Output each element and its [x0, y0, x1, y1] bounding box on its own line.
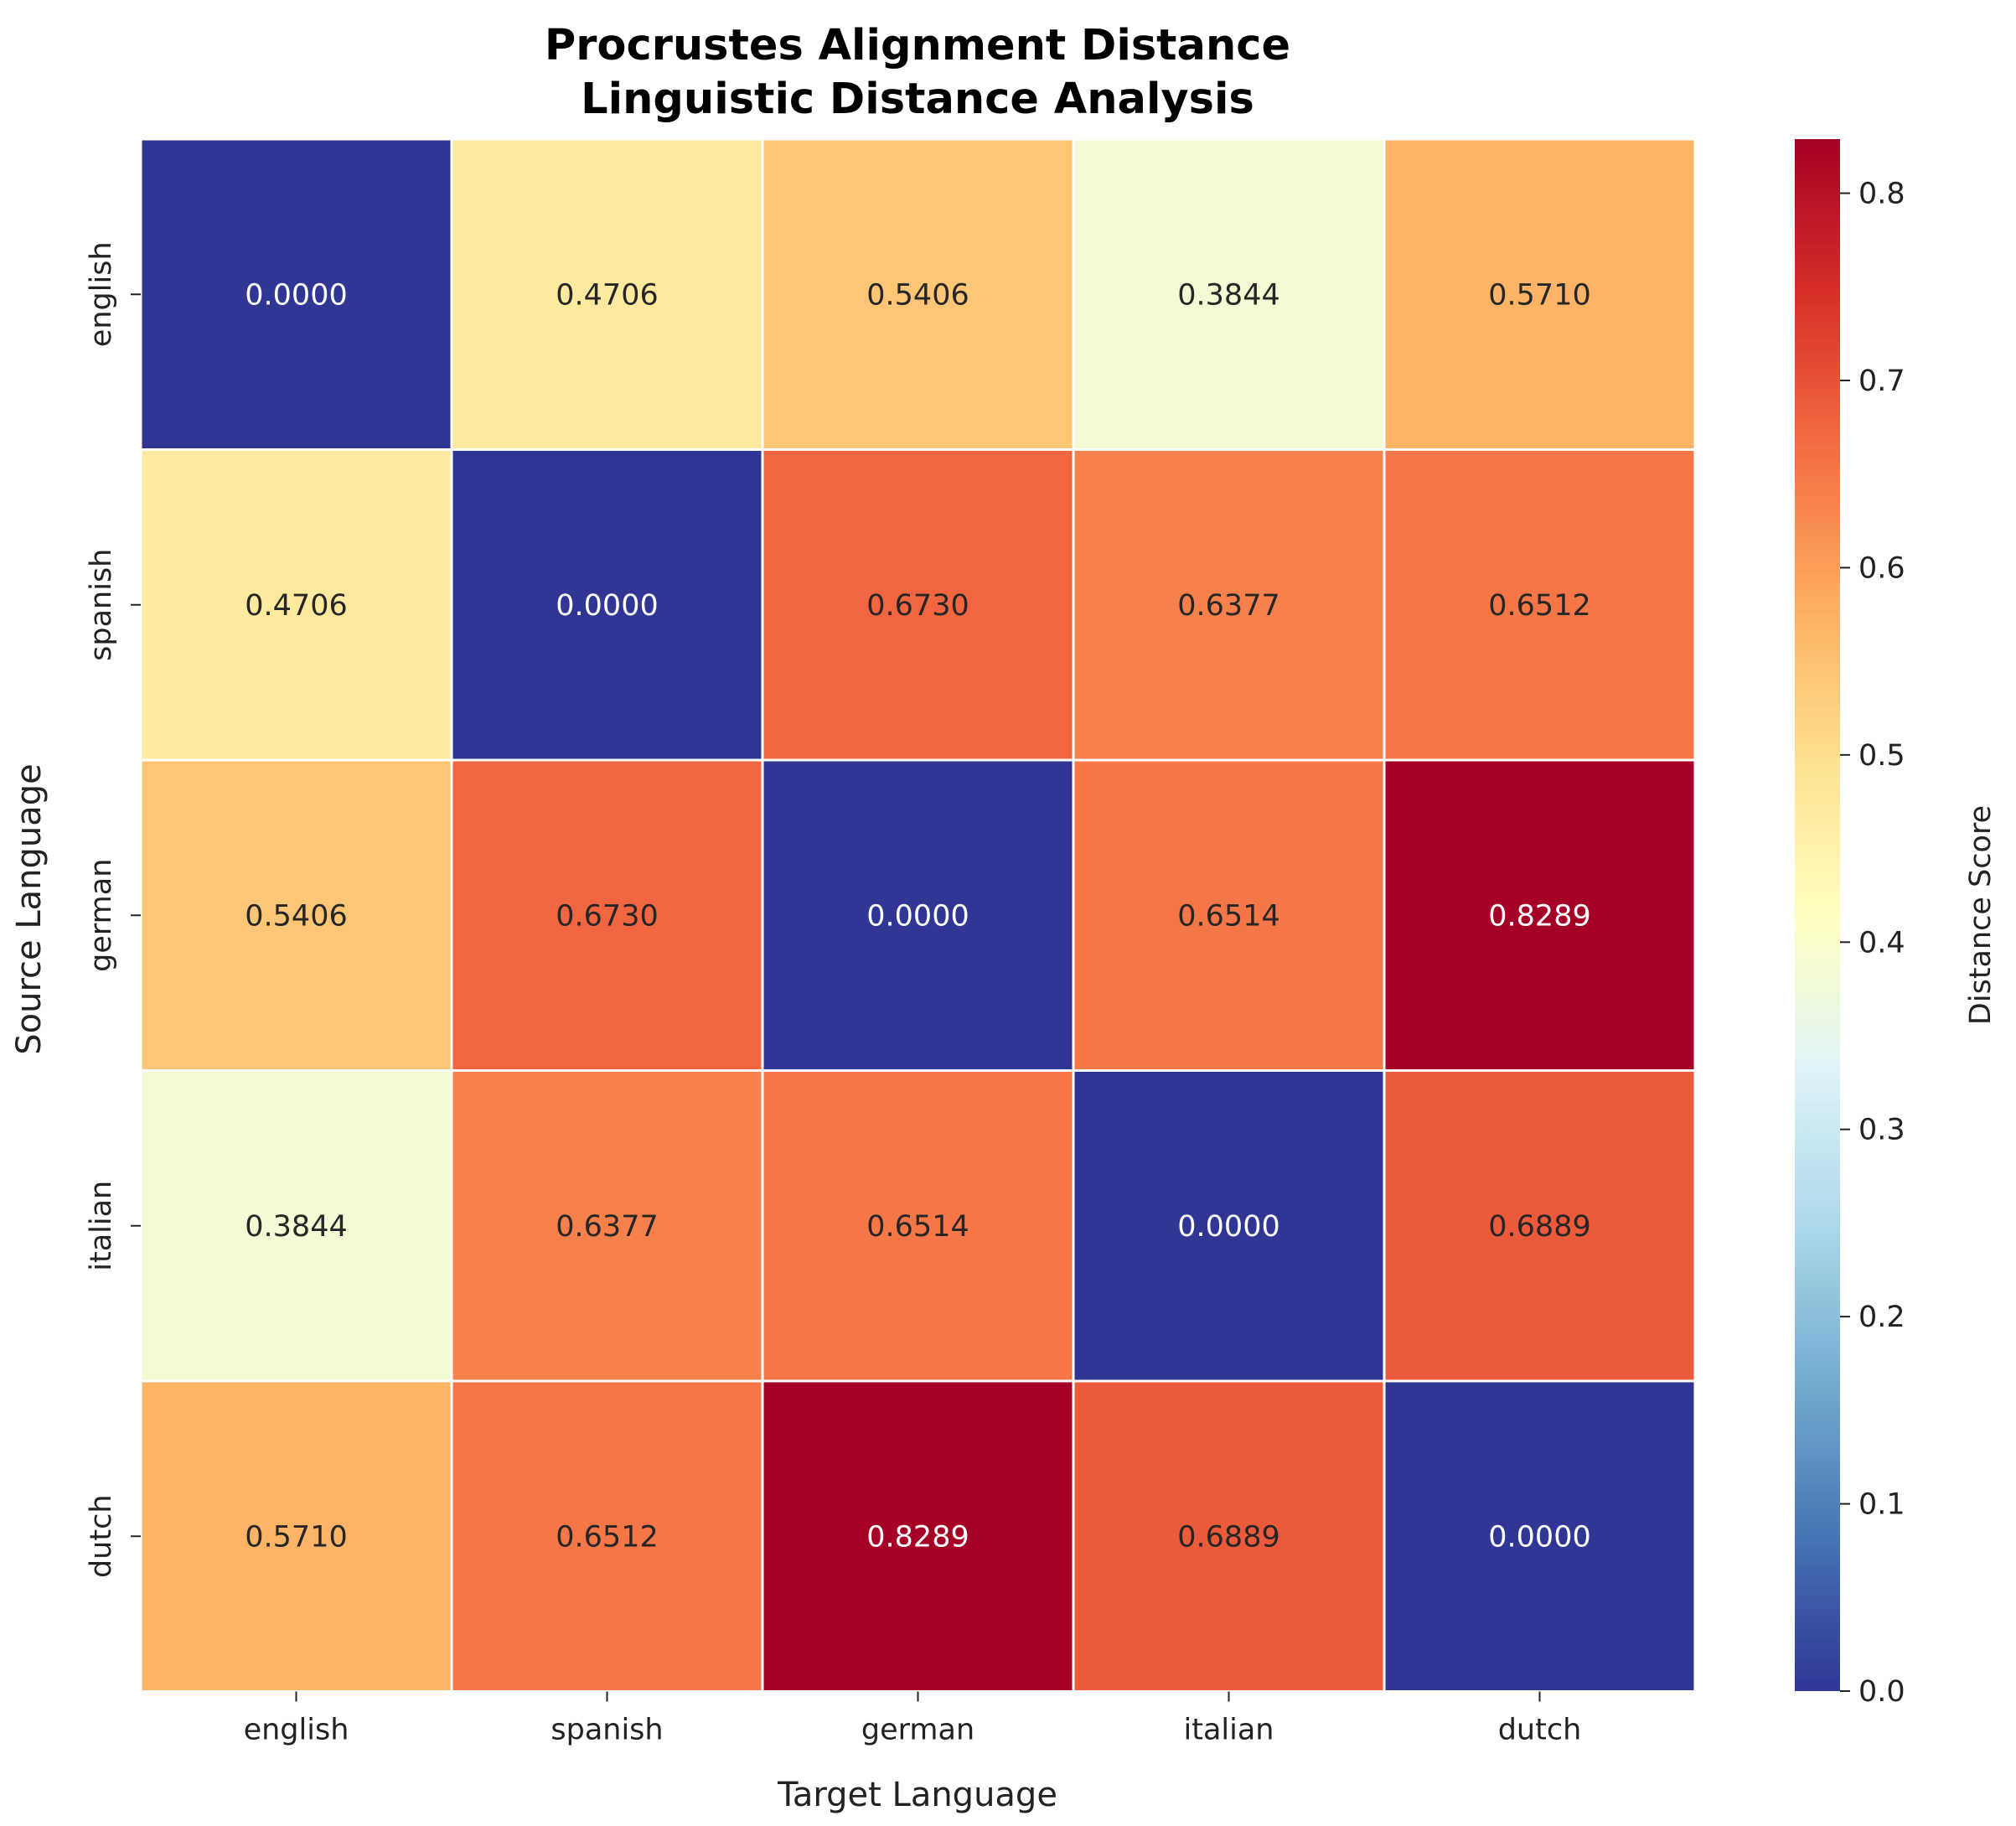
heatmap-cell-italian-spanish [450, 1069, 764, 1383]
y-tick-label: spanish [85, 549, 118, 661]
cell-value-label: 0.4706 [245, 589, 347, 623]
heatmap-cell-english-german [761, 137, 1075, 451]
heatmap-cell-german-german [761, 758, 1075, 1072]
heatmap-cell-dutch-english [139, 1379, 453, 1693]
colorbar-tick-label: 0.2 [1858, 1301, 1905, 1334]
cell-value-label: 0.6730 [866, 589, 969, 623]
x-tick-label: italian [1184, 1714, 1274, 1747]
colorbar-tick-label: 0.8 [1858, 178, 1905, 211]
heatmap-cell-english-dutch [1383, 137, 1697, 451]
y-tick-label: german [85, 859, 118, 972]
cell-value-label: 0.8289 [1488, 899, 1590, 933]
cell-value-label: 0.0000 [556, 589, 658, 623]
x-tick-label: german [861, 1714, 974, 1747]
cell-value-label: 0.5710 [1488, 278, 1590, 312]
y-axis-label: Source Language [10, 763, 49, 1055]
heatmap-cell-italian-german [761, 1069, 1075, 1383]
heatmap-cell-english-spanish [450, 137, 764, 451]
heatmap-cells: 0.0000 0.4706 0.5406 0.3844 0.5710 0.4706 0.00… [139, 137, 1697, 1693]
chart-title-line-2: Linguistic Distance Analysis [581, 75, 1254, 124]
heatmap-cell-spanish-english [139, 448, 453, 762]
colorbar-tick-label: 0.0 [1858, 1675, 1905, 1709]
cell-value-label: 0.4706 [556, 278, 658, 312]
heatmap-cell-italian-dutch [1383, 1069, 1697, 1383]
cell-value-label: 0.0000 [1488, 1520, 1590, 1554]
cell-value-label: 0.6889 [1177, 1520, 1279, 1554]
colorbar-tick-label: 0.6 [1858, 551, 1905, 585]
y-tick-label: english [85, 241, 118, 347]
colorbar-label: Distance Score [1964, 805, 1998, 1025]
cell-value-label: 0.6512 [556, 1520, 658, 1554]
x-tick-label: spanish [551, 1714, 663, 1747]
heatmap-cell-dutch-dutch [1383, 1379, 1697, 1693]
heatmap-cell-italian-italian [1072, 1069, 1386, 1383]
cell-value-label: 0.5406 [866, 278, 969, 312]
heatmap-cell-german-italian [1072, 758, 1386, 1072]
heatmap-cell-dutch-german [761, 1379, 1075, 1693]
cell-value-label: 0.6889 [1488, 1210, 1590, 1244]
cell-value-label: 0.6512 [1488, 589, 1590, 623]
cell-value-label: 0.6514 [1177, 899, 1279, 933]
colorbar-tick-label: 0.1 [1858, 1488, 1905, 1522]
x-axis-ticks: english spanish german italian dutch [244, 1691, 1582, 1747]
heatmap-cell-german-spanish [450, 758, 764, 1072]
heatmap-cell-spanish-german [761, 448, 1075, 762]
cell-value-label: 0.6377 [1177, 589, 1279, 623]
heatmap-cell-dutch-spanish [450, 1379, 764, 1693]
cell-value-label: 0.8289 [866, 1520, 969, 1554]
y-axis-ticks: english spanish german italian dutch [85, 241, 141, 1578]
heatmap-cell-english-english [139, 137, 453, 451]
x-tick-label: dutch [1498, 1714, 1582, 1747]
y-tick-label: dutch [85, 1494, 118, 1578]
cell-value-label: 0.6730 [556, 899, 658, 933]
x-axis-label: Target Language [777, 1776, 1057, 1814]
heatmap-cell-german-dutch [1383, 758, 1697, 1072]
heatmap-cell-english-italian [1072, 137, 1386, 451]
colorbar-ticks: 0.0 0.1 0.2 0.3 0.4 0.5 0.6 0.7 0.8 [1840, 178, 1905, 1709]
colorbar-tick-label: 0.5 [1858, 739, 1905, 773]
cell-value-label: 0.3844 [1177, 278, 1279, 312]
colorbar [1795, 139, 1840, 1691]
y-tick-label: italian [85, 1181, 118, 1271]
heatmap-cell-spanish-dutch [1383, 448, 1697, 762]
chart-title-line-1: Procrustes Alignment Distance [545, 21, 1290, 70]
cell-value-label: 0.0000 [1177, 1210, 1279, 1244]
cell-value-label: 0.0000 [245, 278, 347, 312]
cell-value-label: 0.6377 [556, 1210, 658, 1244]
cell-value-label: 0.6514 [866, 1210, 969, 1244]
x-tick-label: english [244, 1714, 349, 1747]
colorbar-tick-label: 0.7 [1858, 365, 1905, 398]
cell-value-label: 0.5406 [245, 899, 347, 933]
cell-value-label: 0.5710 [245, 1520, 347, 1554]
colorbar-tick-label: 0.4 [1858, 926, 1905, 960]
cell-value-label: 0.0000 [866, 899, 969, 933]
colorbar-tick-label: 0.3 [1858, 1114, 1905, 1147]
cell-value-label: 0.3844 [245, 1210, 347, 1244]
